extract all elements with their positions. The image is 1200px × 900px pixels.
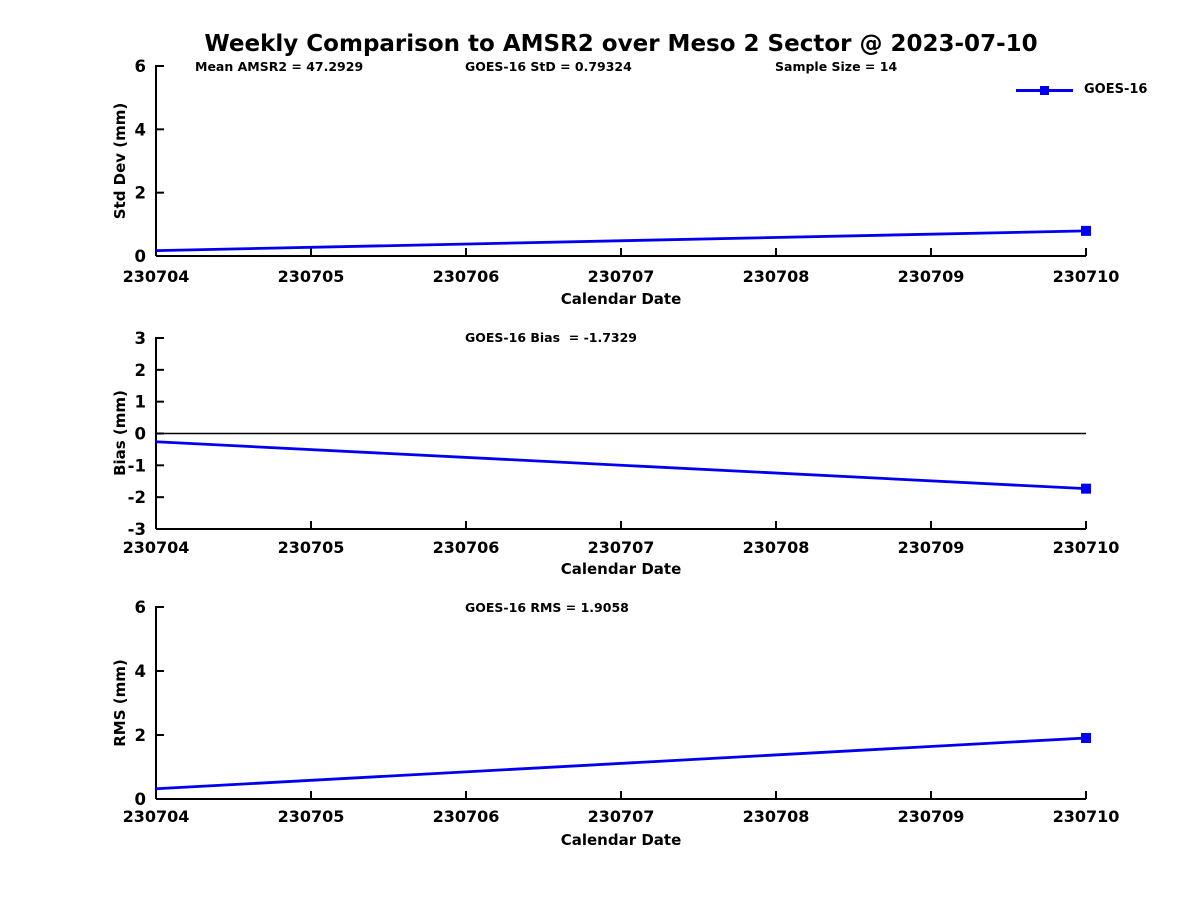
std-dev-x-axis-label: Calendar Date bbox=[560, 290, 682, 308]
svg-text:6: 6 bbox=[135, 598, 146, 617]
legend-square-marker-icon bbox=[1040, 86, 1049, 95]
svg-text:230705: 230705 bbox=[278, 267, 345, 286]
svg-text:1: 1 bbox=[135, 393, 146, 412]
svg-text:2: 2 bbox=[135, 184, 146, 203]
svg-text:230706: 230706 bbox=[433, 807, 500, 826]
svg-text:230710: 230710 bbox=[1053, 538, 1120, 557]
annotation-mean-amsr2: Mean AMSR2 = 47.2929 bbox=[195, 59, 364, 74]
svg-text:0: 0 bbox=[135, 425, 146, 444]
svg-text:230708: 230708 bbox=[743, 267, 810, 286]
svg-text:230708: 230708 bbox=[743, 807, 810, 826]
bias-y-axis-label: Bias (mm) bbox=[111, 390, 129, 476]
annotation-sample-size: Sample Size = 14 bbox=[775, 59, 898, 74]
svg-text:230704: 230704 bbox=[123, 538, 190, 557]
legend-label: GOES-16 bbox=[1084, 82, 1148, 97]
svg-text:230706: 230706 bbox=[433, 538, 500, 557]
svg-text:-3: -3 bbox=[128, 520, 146, 539]
svg-text:230704: 230704 bbox=[123, 267, 190, 286]
svg-text:230709: 230709 bbox=[898, 538, 965, 557]
svg-text:4: 4 bbox=[135, 662, 146, 681]
svg-text:230707: 230707 bbox=[588, 538, 655, 557]
svg-text:0: 0 bbox=[135, 790, 146, 809]
svg-text:230710: 230710 bbox=[1053, 267, 1120, 286]
svg-text:6: 6 bbox=[135, 57, 146, 76]
rms-subplot-title: GOES-16 RMS = 1.9058 bbox=[465, 600, 629, 615]
svg-text:0: 0 bbox=[135, 247, 146, 266]
svg-text:4: 4 bbox=[135, 120, 146, 139]
legend-line-sample bbox=[1016, 86, 1073, 95]
svg-text:230709: 230709 bbox=[898, 807, 965, 826]
bias-x-axis-label: Calendar Date bbox=[560, 560, 682, 578]
svg-text:-1: -1 bbox=[128, 456, 146, 475]
svg-text:3: 3 bbox=[135, 329, 146, 348]
svg-text:230705: 230705 bbox=[278, 807, 345, 826]
bias-subplot-title: GOES-16 Bias = -1.7329 bbox=[465, 330, 638, 345]
svg-text:2: 2 bbox=[135, 361, 146, 380]
svg-text:230708: 230708 bbox=[743, 538, 810, 557]
annotation-goes16-std: GOES-16 StD = 0.79324 bbox=[465, 59, 632, 74]
svg-text:230707: 230707 bbox=[588, 807, 655, 826]
svg-text:230707: 230707 bbox=[588, 267, 655, 286]
rms-x-axis-label: Calendar Date bbox=[560, 831, 682, 849]
svg-text:230704: 230704 bbox=[123, 807, 190, 826]
svg-text:230709: 230709 bbox=[898, 267, 965, 286]
std-dev-y-axis-label: Std Dev (mm) bbox=[111, 102, 129, 220]
svg-text:230706: 230706 bbox=[433, 267, 500, 286]
svg-text:230710: 230710 bbox=[1053, 807, 1120, 826]
svg-text:2: 2 bbox=[135, 726, 146, 745]
rms-y-axis-label: RMS (mm) bbox=[111, 659, 129, 747]
svg-text:230705: 230705 bbox=[278, 538, 345, 557]
figure-title: Weekly Comparison to AMSR2 over Meso 2 S… bbox=[204, 31, 1038, 57]
svg-text:-2: -2 bbox=[128, 488, 146, 507]
